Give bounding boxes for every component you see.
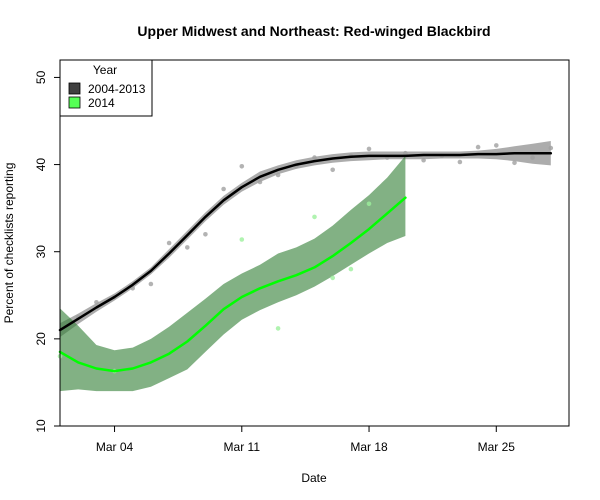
y-tick-label: 30 bbox=[34, 245, 48, 259]
point-2004-2013 bbox=[366, 146, 372, 152]
point-2004-2013 bbox=[548, 145, 554, 151]
point-2004-2013 bbox=[185, 245, 190, 250]
point-2004-2013 bbox=[494, 143, 499, 148]
line-2004-2013 bbox=[58, 151, 553, 332]
y-tick-label: 40 bbox=[34, 158, 48, 172]
legend-swatch-2014 bbox=[68, 96, 81, 109]
y-tick-label: 20 bbox=[34, 332, 48, 346]
point-2004-2013 bbox=[221, 186, 226, 192]
x-axis: Mar 04 Mar 11 Mar 18 Mar 25 bbox=[96, 426, 515, 454]
point-2004-2013 bbox=[275, 172, 281, 178]
point-2004-2013 bbox=[475, 144, 481, 150]
point-2014 bbox=[312, 214, 317, 220]
point-2004-2013 bbox=[203, 232, 208, 237]
x-axis-label: Date bbox=[301, 471, 327, 485]
point-2004-2013 bbox=[421, 157, 426, 163]
point-2004-2013 bbox=[94, 300, 99, 305]
confidence-bands bbox=[60, 141, 551, 392]
x-tick-label: Mar 11 bbox=[224, 440, 261, 454]
legend-title: Year bbox=[93, 63, 117, 77]
point-2004-2013 bbox=[148, 281, 154, 287]
x-tick-label: Mar 18 bbox=[350, 440, 388, 454]
smooth-lines bbox=[58, 151, 553, 373]
line-2014 bbox=[58, 196, 407, 373]
point-2004-2013 bbox=[512, 160, 517, 166]
band-2004-2013 bbox=[60, 141, 551, 338]
point-2014 bbox=[348, 266, 354, 272]
point-2014 bbox=[366, 201, 372, 207]
legend-label-2004-2013: 2004-2013 bbox=[88, 82, 146, 96]
point-2014 bbox=[330, 275, 336, 281]
legend-label-2014: 2014 bbox=[88, 96, 115, 110]
y-axis: 10 20 30 40 50 bbox=[34, 70, 60, 433]
point-2004-2013 bbox=[403, 150, 408, 156]
point-2004-2013 bbox=[130, 286, 135, 291]
x-tick-label: Mar 04 bbox=[96, 440, 134, 454]
point-2004-2013 bbox=[457, 159, 463, 165]
point-2014 bbox=[275, 326, 281, 331]
y-tick-label: 50 bbox=[34, 70, 48, 84]
point-2014 bbox=[239, 237, 245, 242]
plot-frame bbox=[59, 59, 570, 427]
y-axis-label: Percent of checklists reporting bbox=[2, 163, 16, 324]
point-2004-2013 bbox=[530, 155, 535, 160]
chart-title: Upper Midwest and Northeast: Red-winged … bbox=[137, 23, 490, 39]
point-2004-2013 bbox=[257, 179, 263, 185]
point-2004-2013 bbox=[239, 164, 245, 169]
point-2004-2013 bbox=[330, 167, 336, 173]
point-2004-2013 bbox=[312, 155, 317, 160]
y-tick-label: 10 bbox=[34, 419, 48, 433]
legend-swatch-2004-2013 bbox=[68, 82, 81, 95]
x-tick-label: Mar 25 bbox=[478, 440, 516, 454]
legend: Year 2004-2013 2014 bbox=[59, 59, 153, 117]
point-2004-2013 bbox=[166, 240, 172, 246]
